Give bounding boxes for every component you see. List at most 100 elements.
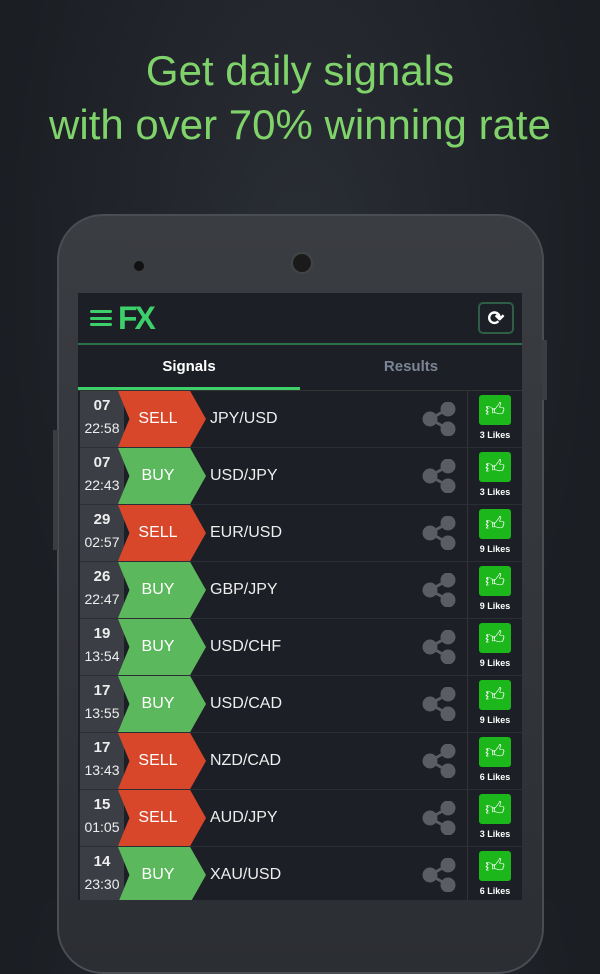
- signal-row[interactable]: 26 22:47 BUY GBP/JPY 👍︎ 9 Likes: [80, 562, 522, 619]
- like-column: 👍︎ 9 Likes: [467, 619, 522, 675]
- share-button[interactable]: [419, 619, 459, 675]
- share-icon: [422, 801, 456, 835]
- like-column: 👍︎ 9 Likes: [467, 562, 522, 618]
- like-button[interactable]: 👍︎: [479, 623, 511, 653]
- share-icon: [422, 573, 456, 607]
- share-icon: [422, 687, 456, 721]
- like-button[interactable]: 👍︎: [479, 680, 511, 710]
- signal-action-badge: SELL: [118, 505, 206, 561]
- signal-day: 15: [93, 796, 111, 813]
- signal-day: 17: [93, 682, 111, 699]
- signal-time: 22:43: [84, 477, 120, 493]
- signal-date: 29 02:57: [80, 505, 124, 561]
- currency-pair: AUD/JPY: [210, 809, 278, 826]
- signal-row[interactable]: 19 13:54 BUY USD/CHF 👍︎ 9 Likes: [80, 619, 522, 676]
- like-button[interactable]: 👍︎: [479, 452, 511, 482]
- refresh-icon: ⟳: [487, 307, 505, 330]
- signal-day: 07: [93, 454, 111, 471]
- like-button[interactable]: 👍︎: [479, 566, 511, 596]
- share-button[interactable]: [419, 847, 459, 900]
- thumbs-up-icon: 👍︎: [485, 684, 505, 706]
- share-button[interactable]: [419, 733, 459, 789]
- signal-row[interactable]: 07 22:58 SELL JPY/USD 👍︎ 3 Likes: [80, 391, 522, 448]
- phone-side-button: [542, 340, 547, 400]
- tab-signals[interactable]: Signals: [78, 345, 300, 390]
- share-button[interactable]: [419, 676, 459, 732]
- tab-bar: Signals Results: [78, 345, 522, 391]
- refresh-button[interactable]: ⟳: [478, 302, 514, 334]
- share-icon: [422, 402, 456, 436]
- signal-action-badge: SELL: [118, 733, 206, 789]
- signal-date: 15 01:05: [80, 790, 124, 846]
- currency-pair: USD/CHF: [210, 638, 282, 655]
- currency-pair: EUR/USD: [210, 524, 283, 541]
- like-column: 👍︎ 6 Likes: [467, 847, 522, 900]
- signal-time: 13:43: [84, 762, 120, 778]
- like-button[interactable]: 👍︎: [479, 395, 511, 425]
- speaker-icon: [291, 252, 313, 274]
- signal-day: 17: [93, 739, 111, 756]
- signal-time: 13:55: [84, 705, 120, 721]
- signal-action-badge: BUY: [118, 619, 206, 675]
- thumbs-up-icon: 👍︎: [485, 798, 505, 820]
- currency-pair: GBP/JPY: [210, 581, 278, 598]
- share-button[interactable]: [419, 505, 459, 561]
- signal-row[interactable]: 07 22:43 BUY USD/JPY 👍︎ 3 Likes: [80, 448, 522, 505]
- like-button[interactable]: 👍︎: [479, 851, 511, 881]
- tab-results[interactable]: Results: [383, 358, 439, 375]
- share-button[interactable]: [419, 391, 459, 447]
- signal-day: 19: [93, 625, 111, 642]
- like-column: 👍︎ 3 Likes: [467, 448, 522, 504]
- currency-pair: XAU/USD: [210, 866, 282, 883]
- thumbs-up-icon: 👍︎: [485, 627, 505, 649]
- menu-icon[interactable]: [90, 310, 112, 326]
- signal-date: 17 13:55: [80, 676, 124, 732]
- signal-action-badge: BUY: [118, 562, 206, 618]
- share-icon: [422, 744, 456, 778]
- signal-day: 26: [93, 568, 111, 585]
- like-column: 👍︎ 9 Likes: [467, 676, 522, 732]
- like-column: 👍︎ 9 Likes: [467, 505, 522, 561]
- currency-pair: USD/CAD: [210, 695, 283, 712]
- signal-time: 13:54: [84, 648, 120, 664]
- share-icon: [422, 858, 456, 892]
- signal-row[interactable]: 29 02:57 SELL EUR/USD 👍︎ 9 Likes: [80, 505, 522, 562]
- currency-pair: USD/JPY: [210, 467, 278, 484]
- thumbs-up-icon: 👍︎: [485, 855, 505, 877]
- signal-time: 02:57: [84, 534, 120, 550]
- signal-date: 17 13:43: [80, 733, 124, 789]
- signal-action-badge: SELL: [118, 391, 206, 447]
- signal-time: 01:05: [84, 819, 120, 835]
- thumbs-up-icon: 👍︎: [485, 456, 505, 478]
- share-button[interactable]: [419, 790, 459, 846]
- signal-action-badge: BUY: [118, 847, 206, 900]
- thumbs-up-icon: 👍︎: [485, 741, 505, 763]
- like-button[interactable]: 👍︎: [479, 737, 511, 767]
- like-button[interactable]: 👍︎: [479, 509, 511, 539]
- signal-time: 23:30: [84, 876, 120, 892]
- signal-row[interactable]: 15 01:05 SELL AUD/JPY 👍︎ 3 Likes: [80, 790, 522, 847]
- share-icon: [422, 516, 456, 550]
- like-count: 9 Likes: [479, 715, 511, 725]
- signal-row[interactable]: 14 23:30 BUY XAU/USD 👍︎ 6 Likes: [80, 847, 522, 900]
- like-button[interactable]: 👍︎: [479, 794, 511, 824]
- share-button[interactable]: [419, 562, 459, 618]
- thumbs-up-icon: 👍︎: [485, 513, 505, 535]
- headline-line-2: with over 70% winning rate: [49, 101, 551, 148]
- thumbs-up-icon: 👍︎: [485, 399, 505, 421]
- share-icon: [422, 630, 456, 664]
- signal-date: 26 22:47: [80, 562, 124, 618]
- headline-line-1: Get daily signals: [145, 47, 455, 94]
- signal-time: 22:58: [84, 420, 120, 436]
- headline: Get daily signals with over 70% winning …: [0, 44, 600, 152]
- signal-row[interactable]: 17 13:43 SELL NZD/CAD 👍︎ 6 Likes: [80, 733, 522, 790]
- like-count: 9 Likes: [479, 601, 511, 611]
- signal-date: 07 22:43: [80, 448, 124, 504]
- signal-action-badge: BUY: [118, 448, 206, 504]
- signal-row[interactable]: 17 13:55 BUY USD/CAD 👍︎ 9 Likes: [80, 676, 522, 733]
- share-button[interactable]: [419, 448, 459, 504]
- like-count: 3 Likes: [479, 829, 511, 839]
- signal-date: 07 22:58: [80, 391, 124, 447]
- signal-date: 14 23:30: [80, 847, 124, 900]
- like-count: 6 Likes: [479, 772, 511, 782]
